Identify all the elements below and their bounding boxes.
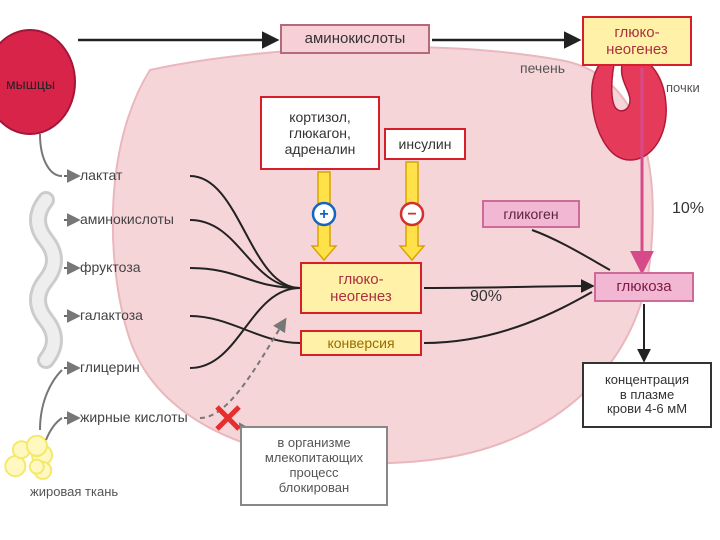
blocked-box: в организме млекопитающих процесс блокир… (240, 426, 388, 506)
muscle-label: мышцы (6, 76, 55, 92)
hormones-box: кортизол, глюкагон, адреналин (260, 96, 380, 170)
conversion-box: конверсия (300, 330, 422, 356)
substrate-lactate: лактат (80, 167, 122, 183)
gluco_main-box: глюко- неогенез (300, 262, 422, 314)
substrate-galactose: галактоза (80, 307, 143, 323)
glucose-box: глюкоза (594, 272, 694, 302)
gluco_top-box: глюко- неогенез (582, 16, 692, 66)
substrate-fructose: фруктоза (80, 259, 141, 275)
glycogen-box: гликоген (482, 200, 580, 228)
substrate-amino: аминокислоты (80, 211, 174, 227)
svg-text:+: + (319, 206, 328, 223)
insulin-box: инсулин (384, 128, 466, 160)
amino_top-box: аминокислоты (280, 24, 430, 54)
svg-text:−: − (407, 206, 416, 223)
kidneys-label: почки (666, 80, 700, 95)
pct10-label: 10% (672, 200, 704, 218)
substrate-fatty: жирные кислоты (80, 409, 188, 425)
pct90-label: 90% (470, 288, 502, 306)
substrate-glycerol: глицерин (80, 359, 140, 375)
liver-label: печень (520, 60, 565, 76)
plasma-box: концентрация в плазме крови 4-6 мМ (582, 362, 712, 428)
adipose-label: жировая ткань (30, 484, 118, 499)
